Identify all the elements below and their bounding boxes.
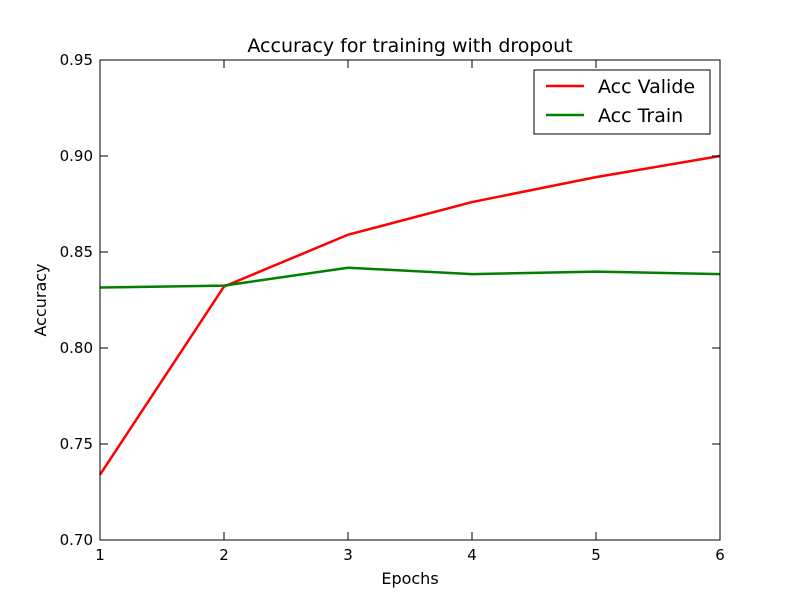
x-axis-title: Epochs (381, 569, 438, 588)
y-tick-label: 0.80 (60, 339, 93, 357)
y-tick-label: 0.70 (60, 531, 93, 549)
x-tick-label: 1 (95, 546, 105, 564)
series-line-0 (98, 154, 721, 476)
x-tick-label: 2 (219, 546, 229, 564)
y-axis-title: Accuracy (31, 263, 50, 336)
chart-title: Accuracy for training with dropout (247, 35, 572, 57)
legend-label-0: Acc Valide (598, 76, 695, 98)
legend: Acc Valide Acc Train (533, 69, 711, 135)
x-tick-label: 6 (715, 546, 725, 564)
y-tick-label: 0.85 (60, 243, 93, 261)
y-tick-label: 0.95 (60, 51, 93, 69)
legend-box (533, 69, 711, 135)
plot-area: 1 2 3 4 5 6 0.70 0.75 0.80 0.85 0.90 0.95 (60, 51, 725, 564)
x-tick-label: 3 (343, 546, 353, 564)
y-tick-label: 0.90 (60, 147, 93, 165)
plot-frame (99, 59, 721, 541)
x-tick-label: 4 (467, 546, 477, 564)
x-tick-label: 5 (591, 546, 601, 564)
series-line-1 (99, 266, 721, 289)
y-tick-label: 0.75 (60, 435, 93, 453)
legend-label-1: Acc Train (598, 105, 683, 127)
